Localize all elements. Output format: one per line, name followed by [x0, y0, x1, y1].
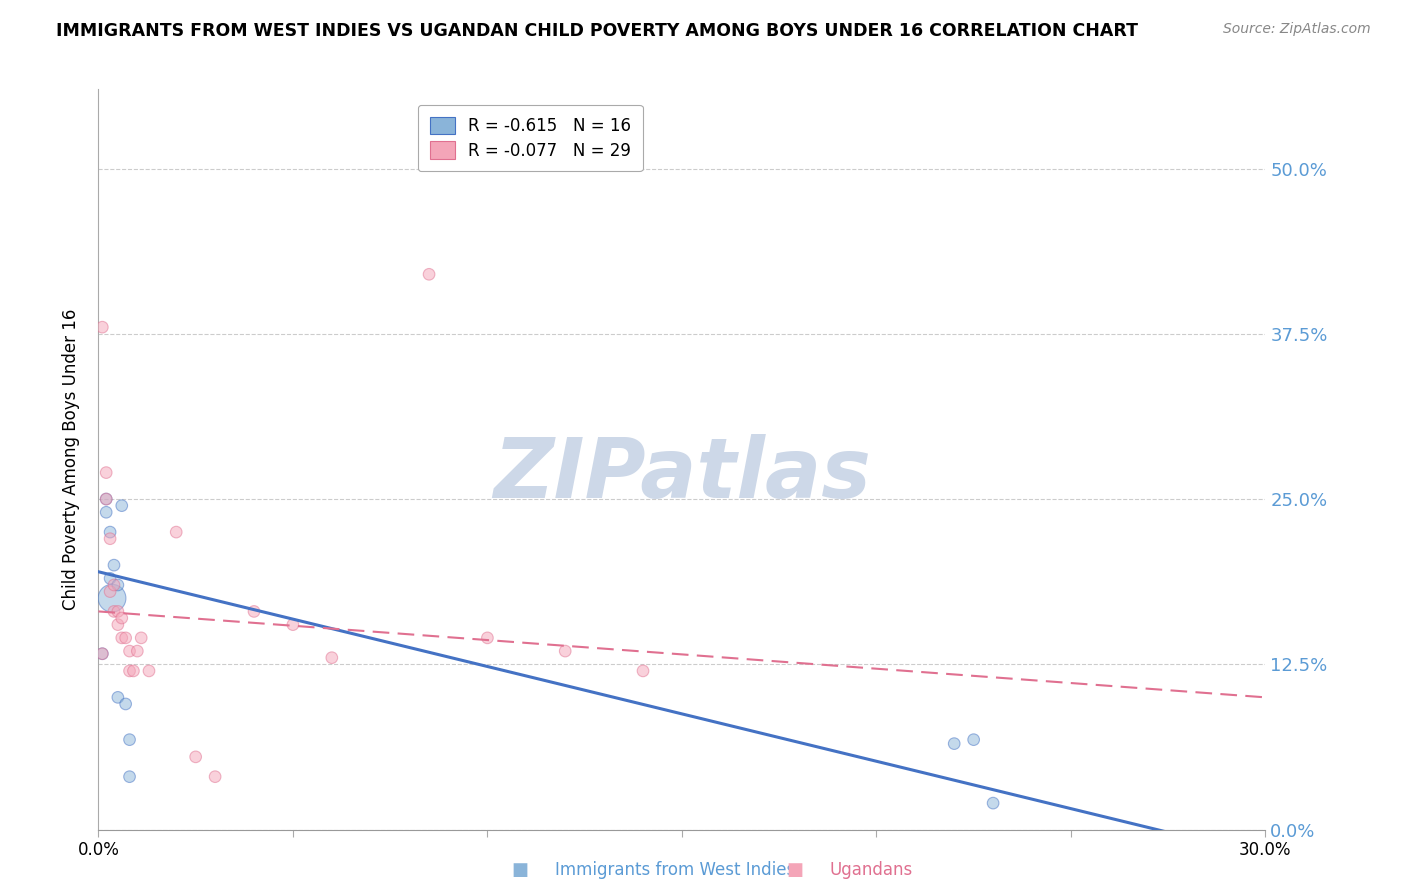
Text: Source: ZipAtlas.com: Source: ZipAtlas.com	[1223, 22, 1371, 37]
Point	[111, 611, 134, 625]
Point	[204, 770, 226, 784]
Point	[114, 631, 136, 645]
Point	[107, 604, 129, 618]
Point	[418, 268, 440, 282]
Text: ■: ■	[786, 861, 803, 879]
Point	[96, 505, 118, 519]
Point	[129, 631, 152, 645]
Point	[111, 631, 134, 645]
Point	[554, 644, 576, 658]
Point	[96, 491, 118, 506]
Point	[91, 320, 114, 334]
Point	[165, 525, 187, 540]
Text: IMMIGRANTS FROM WEST INDIES VS UGANDAN CHILD POVERTY AMONG BOYS UNDER 16 CORRELA: IMMIGRANTS FROM WEST INDIES VS UGANDAN C…	[56, 22, 1139, 40]
Point	[122, 664, 145, 678]
Point	[91, 647, 114, 661]
Point	[118, 664, 141, 678]
Point	[118, 770, 141, 784]
Point	[127, 644, 149, 658]
Point	[107, 617, 129, 632]
Point	[111, 499, 134, 513]
Point	[103, 558, 125, 573]
Y-axis label: Child Poverty Among Boys Under 16: Child Poverty Among Boys Under 16	[62, 309, 80, 610]
Text: Immigrants from West Indies: Immigrants from West Indies	[555, 861, 796, 879]
Point	[943, 737, 966, 751]
Point	[184, 749, 207, 764]
Point	[103, 578, 125, 592]
Point	[477, 631, 499, 645]
Point	[118, 644, 141, 658]
Point	[281, 617, 304, 632]
Point	[321, 650, 343, 665]
Point	[98, 571, 121, 585]
Point	[981, 796, 1004, 810]
Legend: R = -0.615   N = 16, R = -0.077   N = 29: R = -0.615 N = 16, R = -0.077 N = 29	[418, 105, 643, 171]
Point	[98, 525, 121, 540]
Text: ■: ■	[512, 861, 529, 879]
Point	[103, 604, 125, 618]
Point	[101, 591, 124, 606]
Point	[98, 584, 121, 599]
Point	[107, 690, 129, 705]
Text: ZIPatlas: ZIPatlas	[494, 434, 870, 515]
Point	[96, 466, 118, 480]
Point	[98, 532, 121, 546]
Point	[243, 604, 266, 618]
Point	[631, 664, 654, 678]
Point	[962, 732, 984, 747]
Point	[96, 491, 118, 506]
Point	[118, 732, 141, 747]
Point	[107, 578, 129, 592]
Point	[138, 664, 160, 678]
Text: Ugandans: Ugandans	[830, 861, 912, 879]
Point	[114, 697, 136, 711]
Point	[91, 647, 114, 661]
